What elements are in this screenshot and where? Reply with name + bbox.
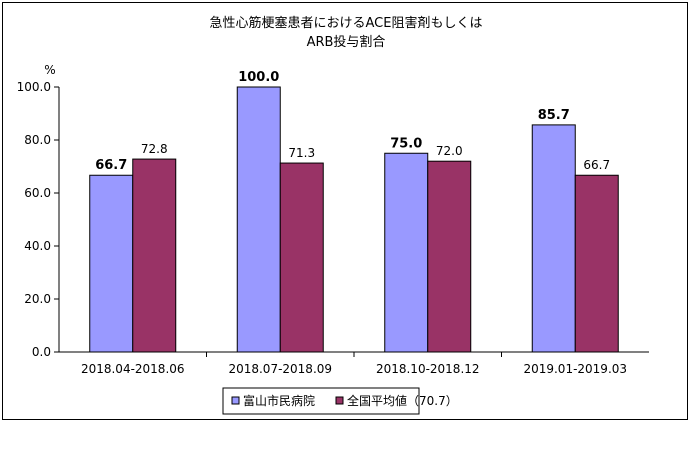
y-tick-label: 80.0 [24,133,51,147]
legend-swatch-0 [231,396,240,405]
x-category-label: 2018.07-2018.09 [228,362,332,376]
data-label: 66.7 [583,158,610,172]
data-label: 100.0 [238,70,279,85]
data-label: 75.0 [390,136,422,151]
chart-title-line-2: ARB投与割合 [307,34,386,50]
x-category-label: 2019.01-2019.03 [523,362,627,376]
data-label: 71.3 [288,146,315,160]
legend-box [222,387,420,415]
bar-national-1 [279,162,324,353]
x-category-label: 2018.04-2018.06 [81,362,185,376]
legend-label-1: 全国平均値（70.7） [347,393,458,408]
y-tick-label: 40.0 [24,239,51,253]
y-tick-label: 60.0 [24,186,51,200]
bar-hospital-1 [236,86,281,353]
bar-national-3 [574,174,619,353]
legend: 富山市民病院 全国平均値（70.7） [222,387,458,415]
plot-area: 0.0 20.0 40.0 60.0 80.0 100.0 66.7 72.8 2018.04-… [17,70,649,376]
x-category-label: 2018.10-2018.12 [376,362,480,376]
data-label: 72.8 [141,142,168,156]
chart-title-line-1: 急性心筋梗塞患者におけるACE阻害剤もしくは [210,15,483,31]
bar-hospital-3 [531,124,576,353]
legend-label-0: 富山市民病院 [243,393,315,408]
legend-swatch-1 [335,396,344,405]
y-tick-label: 0.0 [32,345,51,359]
bar-hospital-0 [89,174,134,353]
y-tick-label: 20.0 [24,292,51,306]
y-axis-unit: % [44,63,55,77]
bar-hospital-2 [384,152,429,353]
data-label: 72.0 [436,144,463,158]
data-label: 66.7 [95,158,127,173]
bar-national-0 [132,158,177,353]
y-tick-label: 100.0 [17,80,51,94]
bar-national-2 [427,160,472,353]
data-label: 85.7 [538,108,570,123]
